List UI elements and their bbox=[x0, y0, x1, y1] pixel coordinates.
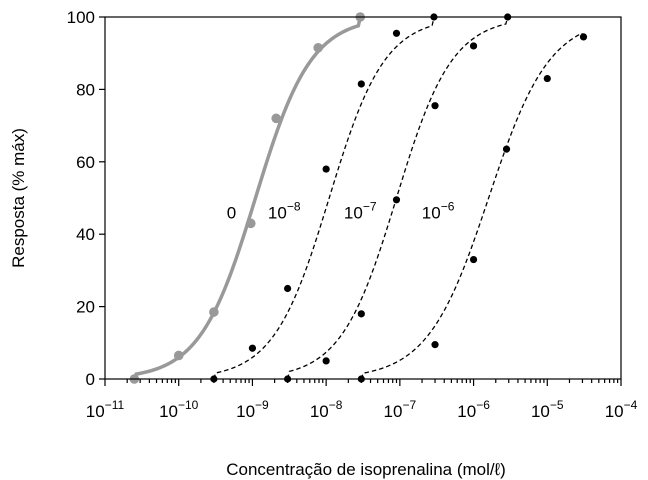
data-point bbox=[357, 80, 365, 88]
data-point bbox=[392, 29, 401, 37]
plot-frame bbox=[104, 16, 622, 380]
y-tick-label: 60 bbox=[76, 153, 95, 172]
data-point bbox=[322, 165, 330, 173]
series-line bbox=[132, 16, 362, 380]
points-layer bbox=[129, 12, 588, 384]
y-tick-label: 100 bbox=[67, 8, 95, 27]
y-tick-label: 0 bbox=[86, 370, 95, 389]
y-tick-label: 80 bbox=[76, 80, 95, 99]
data-point bbox=[283, 284, 292, 293]
curve-label: 10−8 bbox=[268, 199, 301, 222]
series-line bbox=[286, 16, 509, 380]
data-point bbox=[392, 196, 401, 204]
x-tick-label: 10−9 bbox=[236, 398, 269, 421]
x-tick-label: 10−8 bbox=[310, 398, 343, 421]
curve-labels: 0 10−8 10−7 10−6 bbox=[227, 199, 455, 222]
x-tick-label: 10−4 bbox=[605, 398, 638, 421]
y-tick-label: 20 bbox=[76, 298, 95, 317]
data-point bbox=[543, 74, 551, 83]
curve-label: 0 bbox=[227, 203, 236, 222]
data-point bbox=[579, 33, 588, 41]
x-tick-label: 10−6 bbox=[457, 398, 490, 421]
series-line bbox=[213, 16, 435, 380]
data-point bbox=[248, 344, 257, 352]
y-axis-title: Resposta (% máx) bbox=[9, 128, 28, 268]
x-tick-label: 10−11 bbox=[86, 398, 125, 421]
data-point bbox=[173, 350, 184, 361]
data-point bbox=[313, 42, 323, 53]
data-point bbox=[322, 357, 330, 365]
data-point bbox=[469, 42, 478, 50]
x-tick-label: 10−7 bbox=[384, 398, 417, 421]
x-axis-title: Concentração de isoprenalina (mol/ℓ) bbox=[226, 460, 506, 479]
x-tick-label: 10−10 bbox=[159, 398, 199, 421]
data-point bbox=[357, 310, 365, 318]
x-tick-label: 10−5 bbox=[531, 398, 564, 421]
axes-layer: 0 20 40 60 80 100 10−11 10−10 10−9 10−8 10−7 10−6 10… bbox=[67, 8, 638, 421]
curves-layer bbox=[132, 16, 585, 380]
data-point bbox=[245, 218, 256, 229]
data-point bbox=[431, 341, 439, 349]
data-point bbox=[209, 307, 219, 317]
data-point bbox=[469, 255, 478, 264]
data-point bbox=[431, 102, 439, 110]
y-tick-label: 40 bbox=[76, 225, 95, 244]
curve-label: 10−6 bbox=[422, 199, 455, 222]
data-point bbox=[271, 113, 281, 124]
data-point bbox=[502, 145, 511, 153]
series-line bbox=[360, 32, 585, 380]
curve-label: 10−7 bbox=[344, 199, 377, 222]
